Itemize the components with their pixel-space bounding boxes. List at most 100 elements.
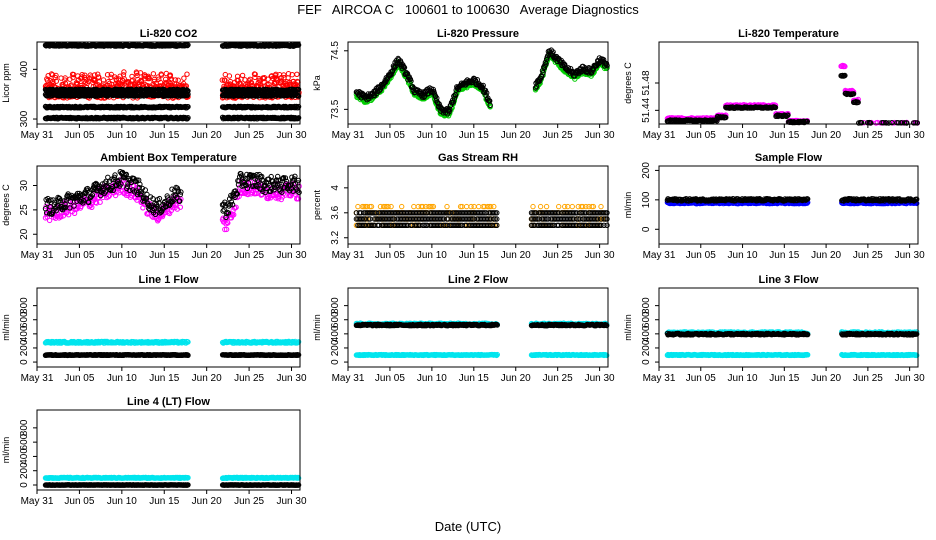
- data-point: [604, 222, 610, 229]
- x-tick-label: May 31: [643, 250, 676, 261]
- series-pressure-mean: [353, 47, 610, 117]
- series-temp-max: [664, 62, 920, 126]
- y-tick-label: 400: [19, 61, 30, 78]
- data-point: [239, 72, 246, 79]
- data-point: [150, 71, 157, 77]
- series-ref-low: [42, 103, 302, 111]
- data-point: [565, 203, 571, 210]
- x-tick-label: Jun 25: [543, 250, 573, 261]
- x-tick-label: Jun 30: [277, 130, 307, 141]
- data-point: [121, 69, 127, 75]
- series-ref-mid-high: [42, 86, 302, 94]
- x-tick-label: Jun 20: [811, 130, 841, 141]
- y-tick-label: 300: [19, 110, 30, 127]
- data-point: [248, 80, 255, 86]
- x-tick-label: May 31: [332, 250, 365, 261]
- y-tick-label: 20: [19, 228, 30, 240]
- x-tick-label: Jun 05: [64, 250, 94, 261]
- data-point: [257, 78, 263, 84]
- panel-title: Li-820 Pressure: [437, 28, 519, 40]
- data-point: [137, 70, 144, 76]
- x-tick-label: Jun 25: [853, 130, 883, 141]
- data-point: [556, 203, 562, 210]
- x-tick-label: May 31: [332, 130, 365, 141]
- data-point: [46, 217, 53, 224]
- x-tick-label: May 31: [643, 130, 676, 141]
- data-point: [49, 72, 56, 78]
- data-point: [104, 72, 111, 78]
- data-point: [108, 74, 114, 81]
- y-axis-label: Licor ppm: [1, 63, 11, 103]
- data-point: [444, 203, 450, 210]
- x-tick-label: Jun 30: [895, 130, 925, 141]
- data-point: [491, 203, 497, 210]
- x-tick-label: May 31: [21, 130, 54, 141]
- x-tick-label: Jun 20: [501, 250, 531, 261]
- series-rh-mean: [353, 210, 610, 229]
- data-point: [185, 42, 191, 48]
- data-point: [598, 203, 604, 210]
- data-point: [543, 203, 550, 210]
- data-point: [91, 77, 98, 83]
- y-axis-label: degrees C: [623, 62, 633, 104]
- data-point: [175, 77, 181, 83]
- x-tick-label: May 31: [21, 250, 54, 261]
- x-tick-label: Jun 10: [728, 130, 758, 141]
- x-tick-label: Jun 30: [585, 250, 615, 261]
- data-point: [281, 72, 287, 78]
- data-point: [181, 75, 187, 81]
- data-point: [158, 72, 165, 78]
- data-point: [100, 77, 107, 83]
- x-tick-label: Jun 10: [107, 130, 137, 141]
- x-tick-label: Jun 20: [811, 250, 841, 261]
- x-tick-label: Jun 10: [417, 250, 447, 261]
- x-tick-label: Jun 05: [686, 130, 716, 141]
- x-tick-label: Jun 20: [192, 130, 222, 141]
- data-point: [530, 203, 536, 210]
- series-ref-mid: [42, 91, 302, 99]
- x-tick-label: Jun 20: [192, 250, 222, 261]
- y-tick-label: 200: [641, 162, 652, 179]
- panel-title: Sample Flow: [755, 152, 823, 164]
- series-ref-lowest: [42, 114, 302, 122]
- x-tick-label: Jun 05: [375, 250, 405, 261]
- data-point: [50, 81, 56, 87]
- data-point: [95, 71, 101, 77]
- y-tick-label: 0: [641, 226, 652, 232]
- y-tick-label: 73.5: [330, 99, 341, 119]
- x-tick-label: Jun 20: [501, 130, 531, 141]
- x-tick-label: Jun 15: [459, 250, 489, 261]
- data-point: [129, 73, 135, 80]
- y-axis-label: ml/min: [623, 192, 633, 219]
- x-tick-label: Jun 05: [64, 130, 94, 141]
- data-point: [279, 78, 285, 84]
- panel-title: Li-820 CO2: [140, 28, 197, 40]
- panel-0: Li-820 CO2 Licor ppm 300 400 May 31 Jun 05 Jun…: [1, 28, 307, 141]
- y-tick-label: 4: [330, 185, 341, 191]
- y-tick-label: 74.5: [330, 41, 341, 61]
- panel-title: Li-820 Temperature: [738, 28, 839, 40]
- y-axis-label: percent: [312, 189, 322, 220]
- panel-title: Ambient Box Temperature: [100, 152, 237, 164]
- data-point: [355, 203, 361, 210]
- data-point: [184, 42, 191, 49]
- data-point: [62, 75, 68, 81]
- data-point: [252, 71, 258, 78]
- data-point: [388, 203, 394, 210]
- data-point: [471, 203, 477, 210]
- x-tick-label: Jun 30: [585, 130, 615, 141]
- y-tick-label: 51.44: [641, 97, 652, 122]
- data-point: [226, 73, 233, 79]
- x-tick-label: Jun 10: [728, 250, 758, 261]
- x-tick-label: Jun 15: [769, 130, 799, 141]
- data-point: [295, 42, 302, 48]
- data-point: [265, 76, 271, 82]
- x-tick-label: Jun 25: [853, 250, 883, 261]
- series-ref-high: [42, 42, 302, 49]
- x-tick-label: Jun 10: [107, 250, 137, 261]
- y-axis-label: kPa: [312, 75, 322, 91]
